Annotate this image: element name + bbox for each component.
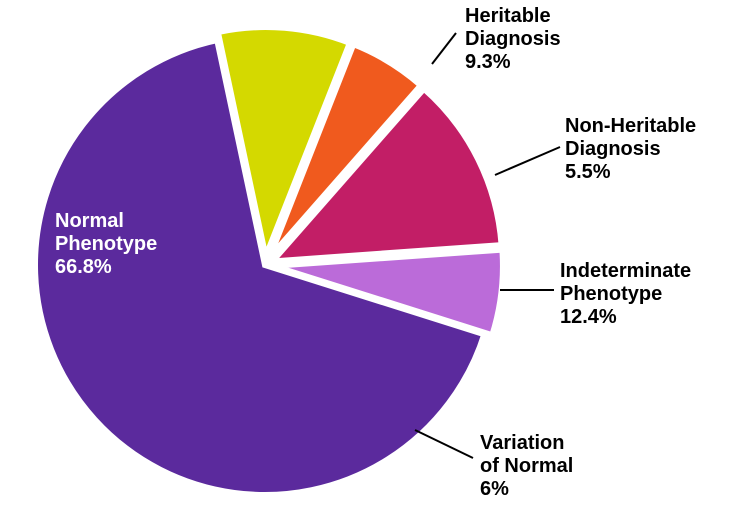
slice-label-nonheritable: Non-Heritable Diagnosis 5.5% bbox=[565, 115, 696, 184]
slice-label-variation: Variation of Normal 6% bbox=[480, 432, 573, 501]
leader-line-nonheritable bbox=[495, 147, 560, 175]
pie-chart-container: { "chart": { "type": "pie", "width": 750… bbox=[0, 0, 750, 526]
leader-line-heritable bbox=[432, 33, 456, 64]
leader-line-variation bbox=[415, 430, 473, 458]
slice-label-heritable: Heritable Diagnosis 9.3% bbox=[465, 5, 561, 74]
slice-label-indeterminate: Indeterminate Phenotype 12.4% bbox=[560, 260, 691, 329]
slice-label-normal: Normal Phenotype 66.8% bbox=[55, 210, 157, 279]
